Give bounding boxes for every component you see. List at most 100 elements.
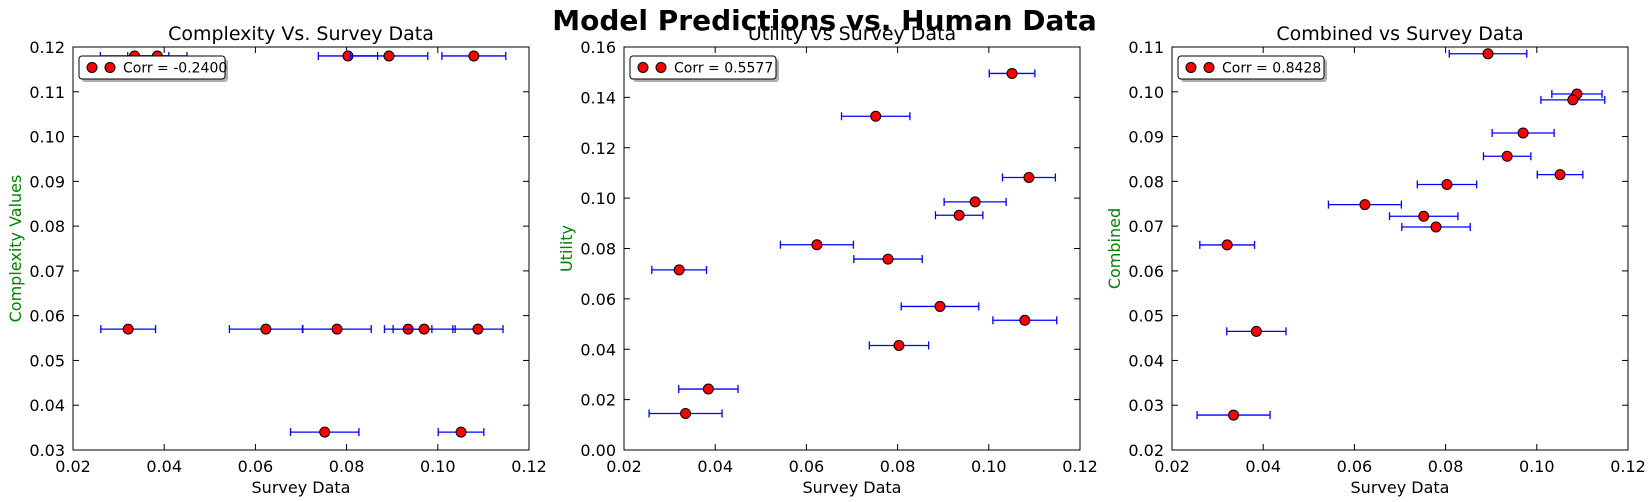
x-tick-label: 0.06 (1337, 457, 1373, 476)
legend-marker (104, 62, 116, 73)
y-tick-label: 0.08 (29, 217, 65, 236)
y-tick-label: 0.07 (1128, 217, 1164, 236)
data-point (1019, 314, 1031, 326)
data-point (1567, 94, 1579, 106)
legend-box (1177, 55, 1325, 80)
data-point (1418, 210, 1430, 222)
data-point (1359, 199, 1371, 211)
y-tick-label: 0.02 (1128, 441, 1164, 460)
y-tick-label: 0.03 (1128, 396, 1164, 415)
y-tick-label: 0.09 (1128, 128, 1164, 147)
x-tick-label: 0.10 (1519, 457, 1555, 476)
chart-panel-3: 0.02 0.04 0.06 0.08 0.10 0.12 0.02 0.03 0.04 0.05… (1105, 23, 1646, 497)
y-axis-label: Utility (557, 225, 576, 272)
data-point (319, 426, 331, 438)
plot-area (623, 46, 1081, 451)
legend-marker (655, 62, 667, 73)
data-point (260, 323, 272, 335)
legend-box (629, 55, 777, 80)
data-point (418, 323, 430, 335)
panel-title: Combined vs Survey Data (1276, 23, 1523, 45)
legend-marker (86, 62, 98, 73)
y-tick-label: 0.11 (1128, 38, 1164, 57)
panel-title: Utility Vs Survey Data (748, 23, 956, 45)
y-tick-label: 0.10 (29, 128, 65, 147)
y-tick-label: 0.12 (580, 139, 616, 158)
data-point (1482, 48, 1494, 60)
data-point (1250, 325, 1262, 337)
y-tick-label: 0.00 (580, 441, 616, 460)
y-tick-label: 0.07 (29, 262, 65, 281)
legend-label: Corr = 0.5577 (674, 61, 773, 77)
y-tick-label: 0.05 (29, 351, 65, 370)
y-tick-label: 0.10 (580, 189, 616, 208)
legend: Corr = 0.5577 (629, 55, 779, 82)
y-tick-label: 0.12 (29, 38, 65, 57)
data-point (953, 209, 965, 221)
y-tick-label: 0.05 (1128, 307, 1164, 326)
x-tick-label: 0.12 (511, 457, 547, 476)
y-tick-label: 0.08 (1128, 172, 1164, 191)
data-point (893, 339, 905, 351)
data-point (882, 253, 894, 265)
data-point (1430, 221, 1442, 233)
y-tick-label: 0.06 (1128, 262, 1164, 281)
y-tick-label: 0.09 (29, 172, 65, 191)
x-tick-label: 0.08 (880, 457, 916, 476)
data-point (1501, 150, 1513, 162)
legend: Corr = -0.2400 (78, 55, 228, 82)
y-tick-label: 0.06 (29, 307, 65, 326)
data-point (1554, 169, 1566, 181)
legend-marker (1203, 62, 1215, 73)
plot-area (1171, 46, 1629, 451)
data-point (1221, 239, 1233, 251)
x-tick-label: 0.08 (329, 457, 365, 476)
legend-marker (1185, 62, 1197, 73)
chart-panel-2: 0.02 0.04 0.06 0.08 0.10 0.120.000.020.040.06… (557, 23, 1098, 497)
legend-label: Corr = 0.8428 (1222, 61, 1321, 77)
y-tick-label: 0.14 (580, 88, 616, 107)
y-tick-label: 0.04 (29, 396, 65, 415)
y-tick-label: 0.08 (580, 240, 616, 259)
y-tick-label: 0.10 (1128, 83, 1164, 102)
data-points (1196, 48, 1606, 421)
data-point (870, 110, 882, 122)
legend-box (78, 55, 226, 80)
data-points (648, 67, 1058, 419)
data-point (331, 323, 343, 335)
x-tick-label: 0.02 (606, 457, 642, 476)
data-point (1517, 127, 1529, 139)
data-point (1006, 67, 1018, 79)
x-tick-label: 0.04 (697, 457, 733, 476)
figure-title: Model Predictions vs. Human Data (552, 4, 1097, 37)
x-tick-label: 0.12 (1062, 457, 1098, 476)
x-tick-label: 0.08 (1428, 457, 1464, 476)
y-tick-label: 0.04 (1128, 351, 1164, 370)
data-point (455, 426, 467, 438)
y-tick-label: 0.02 (580, 391, 616, 410)
legend: Corr = 0.8428 (1177, 55, 1327, 82)
y-axis-label: Combined (1105, 208, 1124, 289)
data-point (934, 300, 946, 312)
x-tick-label: 0.02 (1154, 457, 1190, 476)
data-point (673, 264, 685, 276)
data-point (1441, 178, 1453, 190)
data-point (122, 323, 134, 335)
y-tick-label: 0.11 (29, 83, 65, 102)
x-axis-label: Survey Data (803, 478, 902, 497)
data-point (472, 323, 484, 335)
data-point (702, 383, 714, 395)
panel-title: Complexity Vs. Survey Data (168, 23, 434, 45)
data-point (383, 50, 395, 62)
x-tick-label: 0.02 (55, 457, 91, 476)
y-tick-label: 0.16 (580, 38, 616, 57)
x-axis-label: Survey Data (1351, 478, 1450, 497)
data-point (1023, 171, 1035, 183)
data-point (468, 50, 480, 62)
y-tick-label: 0.03 (29, 441, 65, 460)
x-tick-label: 0.10 (420, 457, 456, 476)
legend-label: Corr = -0.2400 (123, 61, 227, 77)
x-axis-label: Survey Data (252, 478, 351, 497)
data-point (811, 239, 823, 251)
